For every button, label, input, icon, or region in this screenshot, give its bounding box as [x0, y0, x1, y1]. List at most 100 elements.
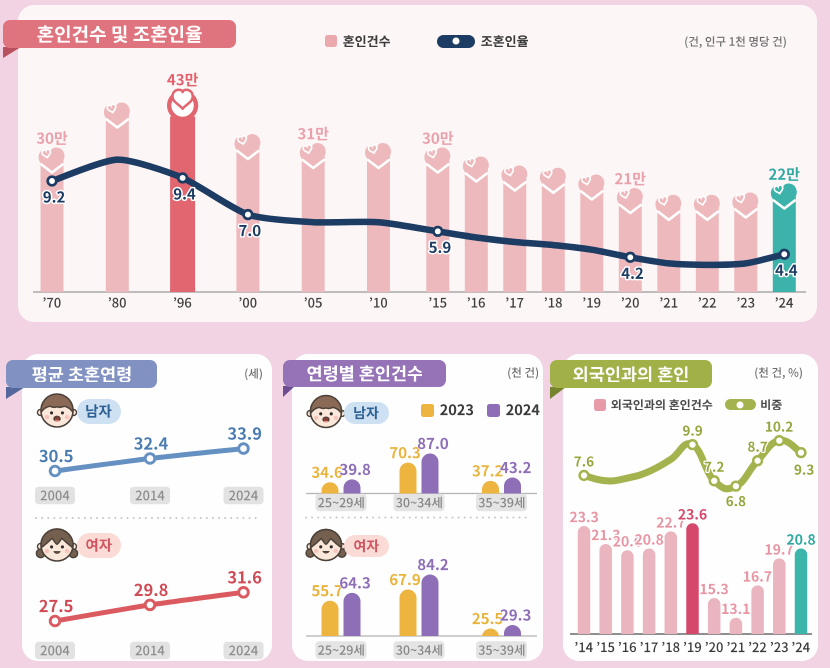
age-value-label	[132, 435, 170, 452]
bar-by-age	[421, 453, 439, 494]
x-tick-foreign	[770, 641, 788, 653]
bar-by-age	[321, 600, 339, 636]
year-box-label	[40, 490, 70, 501]
face-male	[306, 394, 346, 429]
age-band-box	[393, 641, 445, 659]
x-tick-trend	[583, 297, 601, 308]
by-age-value-label	[311, 465, 343, 479]
share-value-label	[725, 494, 747, 508]
section-title-ribbon-trend	[3, 20, 236, 48]
bar-foreign	[729, 617, 743, 634]
by-age-value-label	[471, 612, 504, 625]
unit-label-by-age	[480, 367, 538, 380]
year-box	[35, 641, 75, 660]
age-value-label	[226, 425, 263, 442]
age-band-label	[318, 644, 364, 656]
section-title-ribbon-by-age	[283, 360, 446, 387]
foreign-value-label	[633, 532, 665, 547]
by-age-value-label	[389, 573, 421, 586]
bar-by-age	[343, 592, 361, 636]
year-box-label	[135, 645, 165, 656]
chart-marriage-trend	[33, 72, 806, 308]
by-age-value-label	[339, 463, 371, 476]
x-tick-trend	[467, 297, 485, 308]
by-age-value-label	[471, 464, 504, 478]
share-point	[795, 447, 807, 459]
bar-marriage-count	[539, 167, 566, 292]
legend-foreign-marriages	[594, 395, 782, 414]
year-box	[35, 486, 75, 505]
badge-male-by-age-chart	[344, 402, 389, 424]
share-value-label	[746, 440, 769, 454]
chart-first-marriage-age	[35, 393, 264, 660]
year-box-label	[40, 645, 70, 656]
rate-value-label	[773, 263, 799, 278]
legend-label-2024	[506, 404, 540, 416]
legend-swatch-foreign-count	[594, 398, 606, 411]
bar-foreign	[621, 550, 634, 634]
x-tick-foreign	[705, 641, 723, 653]
age-value-label	[132, 582, 170, 598]
bar-marriage-count	[732, 192, 759, 292]
year-box-label	[229, 645, 258, 656]
x-tick-trend	[369, 297, 388, 308]
bar-marriage-count	[103, 102, 130, 292]
chart-marriages-by-age	[305, 394, 537, 659]
share-value-label	[681, 424, 704, 438]
rate-line	[48, 156, 788, 269]
section-title-foreign	[573, 365, 689, 383]
bar-by-age	[321, 482, 339, 494]
unit-label-trend	[630, 36, 786, 49]
share-value-label	[703, 460, 725, 474]
section-title-age	[32, 365, 131, 383]
bar-marriage-count	[38, 147, 65, 292]
bar-foreign	[664, 531, 678, 634]
rate-point	[242, 208, 254, 221]
x-tick-trend	[775, 297, 793, 308]
bar-value-label	[36, 131, 68, 145]
bar-value-label	[422, 131, 454, 145]
legend-label-foreign-count	[611, 398, 713, 411]
foreign-value-label	[785, 532, 817, 547]
by-age-value-label	[389, 446, 421, 459]
share-value-label	[573, 455, 595, 468]
legend-marker-rate-line	[437, 34, 476, 48]
bar-marriage-count	[299, 143, 326, 292]
share-value-label	[793, 463, 815, 477]
x-tick-foreign	[662, 641, 680, 653]
by-age-value-label	[417, 558, 449, 571]
rate-point	[624, 251, 636, 263]
bar-foreign	[707, 598, 721, 634]
age-point	[143, 452, 157, 465]
x-tick-trend	[737, 297, 755, 308]
legend-marriages-by-age	[421, 403, 540, 417]
bar-value-label	[769, 167, 800, 181]
legend-label-rate-line	[481, 35, 529, 47]
bar-foreign	[642, 548, 656, 634]
age-band-box	[476, 493, 527, 512]
by-age-value-label	[499, 461, 532, 474]
ribbon-fold-by-age	[283, 386, 295, 397]
section-title-by-age	[306, 365, 423, 382]
x-tick-trend	[698, 297, 716, 308]
age-band-label	[478, 644, 525, 656]
bar-foreign	[577, 526, 591, 634]
share-point	[708, 475, 720, 487]
bar-marriage-count	[655, 194, 682, 292]
face-female	[35, 528, 79, 562]
age-point	[48, 464, 62, 478]
legend-marker-dot	[452, 37, 460, 45]
bar-foreign	[686, 523, 699, 634]
foreign-value-label	[677, 507, 708, 521]
age-point	[237, 442, 250, 455]
x-tick-trend	[173, 297, 192, 308]
year-box	[223, 486, 264, 505]
legend-swatch-2024	[487, 403, 501, 417]
share-point	[751, 455, 764, 467]
chart-foreign-marriages	[568, 420, 817, 653]
rate-point	[176, 172, 189, 184]
legend-label-share	[760, 398, 782, 411]
x-tick-foreign	[749, 641, 767, 653]
bar-by-age	[482, 628, 499, 638]
